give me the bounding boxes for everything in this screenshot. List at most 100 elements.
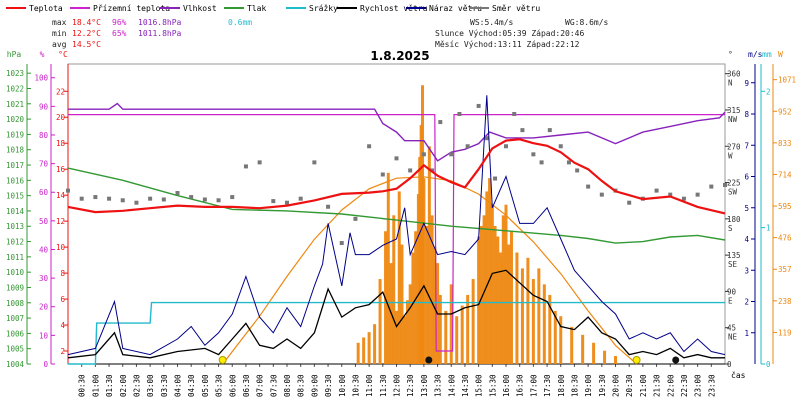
x-tick-label: 22:30 — [680, 374, 689, 397]
x-tick-label: 19:00 — [584, 374, 593, 397]
solar-radiation-bar — [373, 324, 377, 364]
degree-tick-label: 135 — [727, 251, 741, 260]
solar-radiation-bar — [378, 279, 382, 364]
series-layer — [66, 85, 727, 365]
solar-radiation-bar — [614, 356, 617, 364]
hpa-tick-label: 1010 — [6, 268, 25, 277]
percent-axis-unit: % — [40, 50, 45, 59]
x-tick-label: 17:30 — [543, 374, 552, 397]
ms-tick-label: 7 — [744, 141, 749, 150]
series-naraz — [67, 95, 726, 356]
degree-axis-unit: ° — [728, 50, 733, 59]
degree-tick-label: 0 — [727, 360, 732, 369]
x-tick-label: 12:30 — [406, 374, 415, 397]
solar-radiation-bar — [504, 204, 508, 364]
ms-tick-label: 9 — [744, 79, 749, 88]
ms-tick-label: 2 — [744, 298, 749, 307]
stats-avg-label: avg — [52, 40, 67, 49]
x-tick-label: 18:30 — [570, 374, 579, 397]
series-smer-point — [457, 112, 462, 116]
mm-tick-label: 1 — [766, 224, 771, 233]
percent-tick-label: 100 — [34, 74, 48, 83]
solar-radiation-bar — [433, 247, 437, 364]
x-tick-label: 10:30 — [351, 374, 360, 397]
solar-radiation-bar — [548, 294, 552, 364]
solar-radiation-bar — [403, 316, 407, 364]
legend-label-tlak: Tlak — [247, 4, 266, 13]
solar-radiation-bar — [592, 342, 596, 364]
solar-radiation-bar — [444, 310, 448, 364]
series-smer-point — [465, 144, 470, 149]
x-tick-label: 01:00 — [91, 374, 100, 397]
ms-tick-label: 4 — [744, 235, 749, 244]
series-smer-point — [709, 184, 714, 189]
degree-tick-label: 45 — [727, 324, 736, 333]
series-smer-point — [575, 168, 580, 173]
mm-tick-label: 0 — [766, 360, 771, 369]
hpa-tick-label: 1007 — [6, 314, 24, 323]
series-srazky — [68, 301, 725, 365]
solar-radiation-bar — [414, 231, 418, 364]
hpa-tick-label: 1022 — [6, 84, 24, 93]
x-tick-label: 16:30 — [516, 374, 525, 397]
stats-ws: WS:5.4m/s — [470, 18, 514, 27]
solar-radiation-bar — [537, 268, 541, 364]
celsius-tick-label: 14 — [56, 191, 66, 200]
x-tick-label: 01:30 — [105, 374, 114, 397]
solar-radiation-bar — [559, 316, 563, 364]
solar-radiation-bar — [455, 316, 459, 364]
hpa-tick-label: 1017 — [6, 161, 24, 170]
celsius-tick-label: 4 — [60, 321, 65, 330]
axes: hPa1023102210211020101910181017101610151… — [6, 50, 796, 369]
series-smer-point — [230, 195, 235, 200]
solar-radiation-bar — [553, 310, 557, 364]
x-tick-label: 02:00 — [119, 374, 128, 397]
percent-tick-label: 50 — [39, 217, 49, 226]
solar-radiation-bar — [482, 215, 486, 364]
percent-tick-label: 60 — [39, 188, 49, 197]
solar-radiation-bar — [509, 231, 513, 364]
legend-swatch-rychlost — [337, 7, 357, 9]
ms-tick-label: 3 — [744, 266, 749, 275]
degree-tick-label: 360 — [727, 70, 741, 79]
hpa-tick-label: 1005 — [6, 345, 24, 354]
x-tick-label: 15:30 — [488, 374, 497, 397]
degree-dir-label: S — [728, 224, 733, 233]
series-smer-point — [285, 200, 289, 205]
x-tick-label: 11:00 — [365, 374, 374, 397]
celsius-tick-label: 18 — [56, 139, 66, 148]
x-tick-label: 13:30 — [434, 374, 443, 397]
legend: Teplota Přízemní teplota Vlhkost Tlak Srážky… — [6, 4, 540, 13]
series-smer-point — [493, 176, 498, 181]
ms-axis-unit: m/s — [748, 50, 763, 59]
hpa-tick-label: 1014 — [6, 207, 25, 216]
solar-radiation-bar — [493, 225, 497, 364]
x-tick-label: 20:00 — [612, 374, 621, 397]
series-smer-point — [175, 191, 180, 196]
x-tick-label: 20:30 — [625, 374, 634, 397]
stats-moon: Měsíc Východ:13:11 Západ:22:12 — [435, 40, 580, 49]
series-smer-point — [298, 196, 303, 201]
series-smer-point — [353, 216, 358, 221]
solar-radiation-bar — [411, 252, 415, 364]
series-smer-point — [120, 198, 125, 203]
x-tick-label: 18:00 — [557, 374, 566, 397]
legend-label-vlhkost: Vlhkost — [183, 4, 217, 13]
sunrise-marker — [218, 356, 227, 364]
w-tick-label: 357 — [778, 265, 792, 274]
series-rychlost — [67, 269, 725, 359]
solar-radiation-bar — [542, 284, 546, 364]
series-smer-point — [599, 192, 604, 197]
series-smer-point — [394, 156, 399, 161]
degree-dir-label: E — [728, 296, 733, 305]
x-tick-label: 13:00 — [420, 374, 429, 397]
x-tick-label: 23:30 — [707, 374, 716, 397]
legend-label-rychlost: Rychlost větru — [360, 4, 428, 13]
solar-radiation-bar — [438, 294, 442, 364]
x-tick-label: 15:00 — [475, 374, 484, 397]
solar-radiation-bar — [581, 334, 585, 364]
solar-radiation-bar — [400, 244, 404, 364]
series-smer-point — [438, 120, 443, 125]
series-smer-point — [66, 188, 70, 193]
